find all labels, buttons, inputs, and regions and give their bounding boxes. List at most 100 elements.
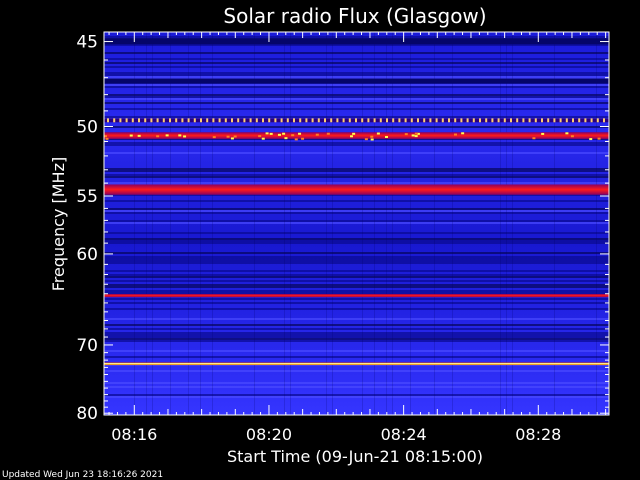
plot-area: 45 50 55 60 70 80 08:16 08:20 08:24 08:28	[76, 31, 610, 444]
texture-streak	[104, 94, 609, 96]
plot-frame	[103, 31, 610, 416]
burst-speck	[597, 137, 601, 140]
texture-streak	[104, 182, 609, 184]
interference-dot	[379, 118, 382, 123]
interference-dot	[553, 118, 556, 123]
texture-vstreak	[512, 32, 513, 415]
texture-streak	[104, 208, 609, 210]
texture-streak	[104, 84, 609, 86]
emission-band	[104, 362, 609, 366]
interference-dot	[107, 118, 109, 123]
burst-speck	[178, 134, 182, 137]
burst-speck	[277, 133, 281, 136]
burst-speck	[350, 135, 354, 138]
texture-streak	[104, 290, 609, 292]
burst-speck	[453, 133, 457, 136]
texture-streak	[104, 350, 609, 352]
texture-streak	[104, 200, 609, 202]
interference-dot	[113, 118, 116, 123]
texture-streak	[104, 284, 609, 286]
texture-vstreak	[362, 32, 363, 415]
interference-dot	[603, 118, 605, 123]
texture-streak	[104, 222, 609, 224]
texture-streak	[104, 286, 609, 288]
texture-vstreak	[152, 32, 153, 415]
interference-dot	[534, 118, 537, 123]
interference-dot	[206, 118, 209, 123]
interference-dot	[392, 118, 395, 123]
interference-dot	[559, 118, 562, 123]
burst-speck	[461, 132, 465, 135]
texture-vstreak	[146, 32, 147, 415]
texture-streak	[104, 242, 609, 244]
interference-dot	[212, 118, 215, 123]
burst-speck	[411, 134, 415, 137]
burst-speck	[301, 137, 305, 140]
interference-dot	[479, 118, 481, 123]
interference-dot	[255, 118, 258, 123]
interference-dot	[491, 118, 494, 123]
spectrogram-texture	[104, 32, 609, 415]
update-footer: Updated Wed Jun 23 18:16:26 2021	[2, 470, 163, 480]
burst-speck	[370, 138, 374, 141]
interference-dot	[472, 118, 475, 123]
interference-dot	[125, 118, 128, 123]
interference-dot	[280, 118, 283, 123]
emission-band	[104, 184, 609, 195]
y-tick-label: 60	[76, 245, 98, 265]
burst-speck	[416, 132, 420, 135]
interference-dot	[373, 118, 376, 123]
interference-dot	[156, 118, 159, 123]
emission-band	[104, 78, 609, 84]
texture-streak	[104, 232, 609, 234]
interference-dot	[249, 118, 252, 123]
texture-streak	[104, 74, 609, 76]
y-tick-label: 50	[76, 117, 98, 137]
interference-dot	[398, 118, 401, 123]
texture-streak	[104, 302, 609, 304]
interference-dot	[522, 118, 525, 123]
burst-speck	[570, 135, 574, 138]
burst-speck	[233, 135, 237, 138]
texture-streak	[104, 238, 609, 240]
burst-speck	[384, 136, 388, 139]
texture-streak	[104, 340, 609, 342]
texture-streak	[104, 298, 609, 300]
interference-dot	[565, 118, 568, 123]
burst-speck	[291, 134, 295, 137]
interference-dot	[497, 118, 500, 123]
interference-dot	[547, 118, 550, 123]
interference-dot	[448, 118, 450, 123]
y-tick-label: 70	[76, 336, 98, 356]
burst-speck	[230, 137, 234, 140]
texture-vstreak	[374, 32, 375, 415]
texture-vstreak	[170, 32, 171, 415]
interference-dot	[169, 118, 171, 123]
interference-dot	[516, 118, 519, 123]
interference-dot	[417, 118, 419, 123]
texture-streak	[104, 262, 609, 264]
texture-vstreak	[284, 32, 285, 415]
interference-dot	[590, 118, 593, 123]
interference-dot	[218, 118, 221, 123]
y-tick-label: 55	[76, 187, 98, 207]
interference-dot	[162, 118, 165, 123]
burst-speck	[269, 132, 273, 135]
interference-dot	[262, 118, 264, 123]
x-tick-label: 08:28	[515, 425, 561, 444]
interference-dot	[243, 118, 246, 123]
texture-vstreak	[506, 32, 507, 415]
texture-streak	[104, 386, 609, 388]
burst-speck	[261, 137, 265, 140]
y-axis-ticks: 45 50 55 60 70 80	[76, 33, 609, 424]
burst-speck	[137, 134, 141, 137]
emission-band	[104, 132, 609, 139]
y-tick-label: 80	[76, 404, 98, 424]
burst-speck	[541, 132, 545, 135]
texture-streak	[104, 308, 609, 310]
burst-speck	[315, 133, 319, 136]
interference-dot	[293, 118, 295, 123]
interference-dot	[144, 118, 147, 123]
burst-speck	[376, 132, 380, 135]
interference-dot	[317, 118, 320, 123]
